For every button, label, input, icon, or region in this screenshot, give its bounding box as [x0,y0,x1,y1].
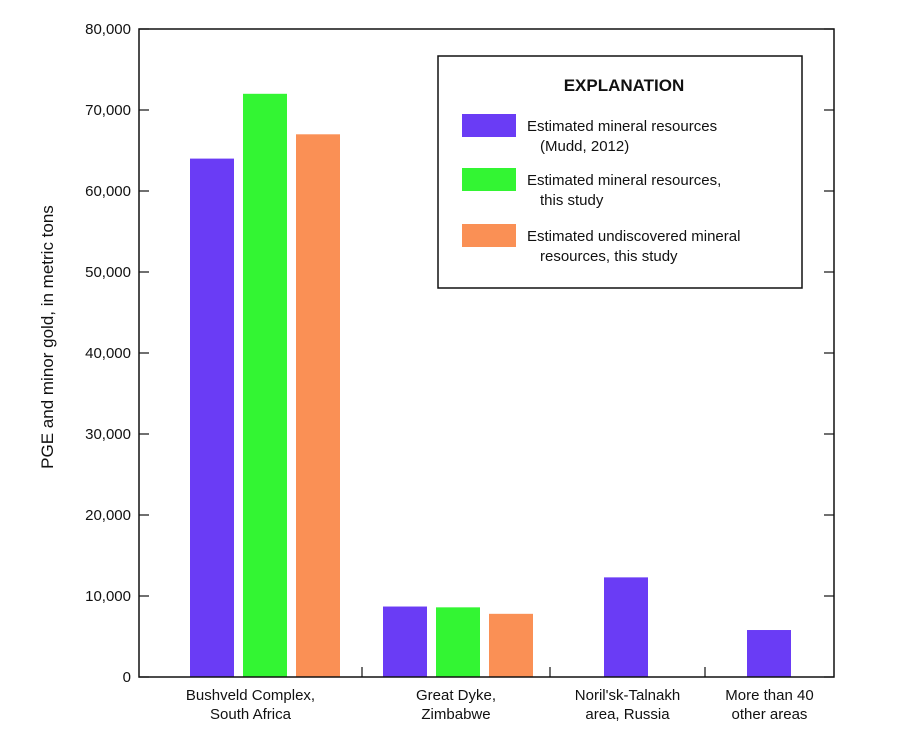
legend-swatch [462,114,516,137]
x-category-label: area, Russia [585,706,670,723]
y-tick-label: 70,000 [85,102,131,119]
bar [604,577,648,677]
bar [383,606,427,677]
y-tick-label: 10,000 [85,588,131,605]
y-axis-label: PGE and minor gold, in metric tons [38,205,57,469]
legend-label: Estimated mineral resources [527,118,717,135]
x-category-label: Bushveld Complex, [186,687,315,704]
bars [190,93,791,678]
legend-label: this study [540,192,604,209]
y-tick-label: 20,000 [85,507,131,524]
y-tick-label: 50,000 [85,264,131,281]
legend: EXPLANATION Estimated mineral resources (… [437,55,803,289]
y-axis-ticks: 0 10,000 20,000 30,000 40,000 50,000 60,000 70,… [85,21,834,686]
bar [747,630,791,677]
legend-label: Estimated mineral resources, [527,172,721,189]
x-category-label: Zimbabwe [421,706,490,723]
y-tick-label: 60,000 [85,183,131,200]
bar [296,134,340,678]
y-tick-label: 40,000 [85,345,131,362]
y-tick-label: 80,000 [85,21,131,38]
x-category-label: other areas [732,706,808,723]
y-tick-label: 30,000 [85,426,131,443]
x-category-label: South Africa [210,706,292,723]
bar [243,93,287,678]
x-category-label: Noril'sk-Talnakh [575,687,680,704]
legend-label: Estimated undiscovered mineral [527,228,740,245]
x-category-label: Great Dyke, [416,687,496,704]
legend-swatch [462,224,516,247]
legend-label: (Mudd, 2012) [540,138,629,155]
bar [436,607,480,677]
legend-swatch [462,168,516,191]
bar [190,158,234,678]
y-tick-label: 0 [123,669,131,686]
plot-frame [138,28,835,678]
x-category-label: More than 40 [725,687,813,704]
legend-title: EXPLANATION [564,76,685,95]
bar [489,613,533,677]
legend-label: resources, this study [540,248,678,265]
x-axis-categories: Bushveld Complex, South Africa Great Dyke,… [186,667,814,723]
